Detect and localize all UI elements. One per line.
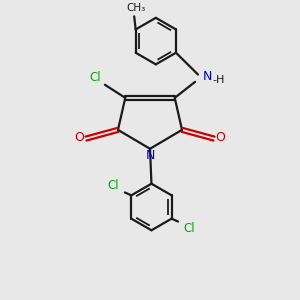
Text: Cl: Cl [89,71,100,84]
Text: O: O [75,130,85,144]
Text: N: N [203,70,212,83]
Text: CH₃: CH₃ [126,3,145,13]
Text: N: N [145,149,155,162]
Text: O: O [215,130,225,144]
Text: Cl: Cl [107,179,119,192]
Text: Cl: Cl [184,222,196,235]
Text: -H: -H [212,75,225,85]
